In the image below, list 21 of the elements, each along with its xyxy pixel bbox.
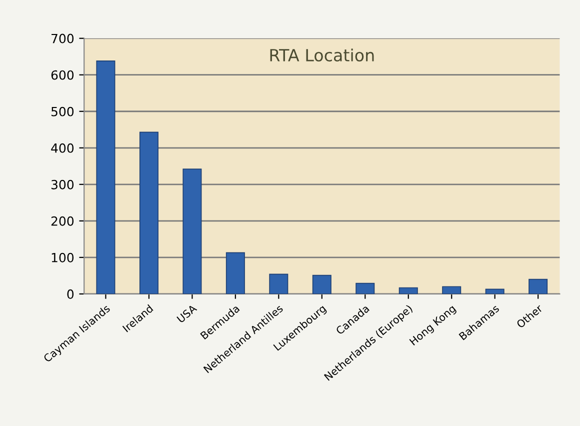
bar (139, 132, 158, 294)
y-tick-label: 500 (51, 106, 74, 116)
y-tick-label: 300 (51, 180, 74, 190)
bar (312, 274, 332, 294)
bar (182, 168, 202, 294)
text: RTA Location (270, 48, 374, 62)
x-tick-label: USA (176, 304, 198, 324)
y-tick-label: 200 (51, 216, 74, 226)
bar (398, 287, 418, 294)
y-tick-label: 700 (52, 34, 74, 44)
y-tick-label: 0 (67, 289, 74, 299)
bar (356, 282, 375, 294)
y-tick-label: 400 (51, 143, 74, 153)
y-tick-label: 600 (51, 70, 74, 80)
bar (226, 252, 245, 294)
y-tick-label: 100 (52, 252, 74, 262)
bar (528, 278, 548, 294)
bar (442, 286, 462, 294)
bar (485, 288, 504, 294)
bar (269, 274, 288, 294)
bar (96, 60, 116, 294)
